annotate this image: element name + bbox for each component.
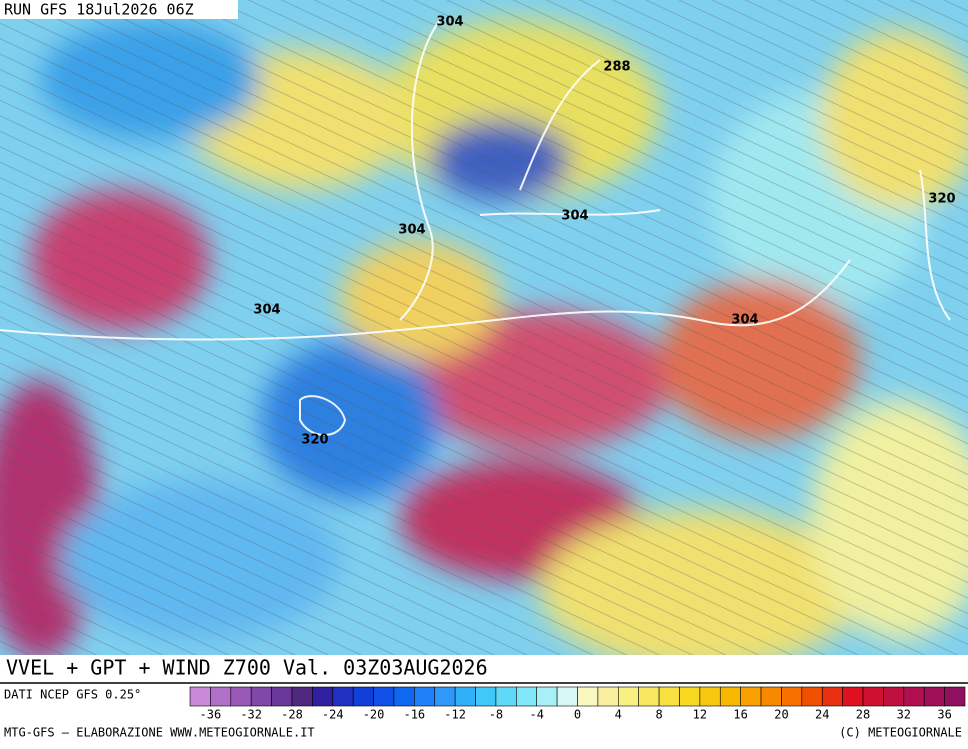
contour-label: 288	[603, 60, 630, 75]
color-swatch	[475, 686, 497, 707]
map-field	[0, 0, 968, 683]
header-box	[0, 0, 238, 19]
colorbar-tick-label: -36	[200, 708, 222, 722]
colorbar-tick-label: -20	[363, 708, 385, 722]
footer-left: MTG-GFS — ELABORAZIONE WWW.METEOGIORNALE…	[4, 726, 315, 740]
contour-labels: 304 288 304 304 320 304 304 320	[253, 15, 955, 448]
colorbar-tick-label: 28	[856, 708, 870, 722]
color-swatch	[312, 686, 334, 707]
color-swatch	[699, 686, 721, 707]
colorbar-tick-label: -8	[489, 708, 503, 722]
contour-label: 304	[436, 15, 463, 30]
color-swatch	[679, 686, 701, 707]
colorbar-tick-label: 12	[693, 708, 707, 722]
color-swatch	[862, 686, 884, 707]
color-swatch	[332, 686, 354, 707]
color-swatch	[740, 686, 762, 707]
colorbar-tick-label: 4	[615, 708, 622, 722]
colorbar-tick-label: -12	[444, 708, 466, 722]
color-swatch	[842, 686, 864, 707]
color-swatch	[230, 686, 252, 707]
color-swatch	[373, 686, 395, 707]
title-box	[0, 655, 968, 683]
colorbar-tick-label: 16	[733, 708, 747, 722]
run-label: RUN GFS 18Jul2026 06Z	[4, 1, 194, 19]
map-title: VVEL + GPT + WIND Z700 Val. 03Z03AUG2026	[6, 656, 488, 680]
color-swatch	[352, 686, 374, 707]
color-swatch	[434, 686, 456, 707]
color-swatch	[577, 686, 599, 707]
color-swatch	[923, 686, 945, 707]
colorbar-tick-label: 8	[655, 708, 662, 722]
color-swatch	[454, 686, 476, 707]
colorbar-tick-label: 32	[897, 708, 911, 722]
colorbar-tick-label: -16	[403, 708, 425, 722]
colorbar-tick-label: 20	[774, 708, 788, 722]
color-swatch	[271, 686, 293, 707]
colorbar-tick-label: 24	[815, 708, 829, 722]
color-swatch	[781, 686, 803, 707]
footer-right: (C) METEOGIORNALE	[839, 726, 962, 740]
colorbar-tick-label: -24	[322, 708, 344, 722]
colorbar-tick-label: -4	[529, 708, 543, 722]
contour-label: 304	[561, 209, 588, 224]
color-swatch	[516, 686, 538, 707]
color-swatch	[597, 686, 619, 707]
color-swatch	[760, 686, 782, 707]
color-swatch	[250, 686, 272, 707]
colorbar-tick-label: 36	[937, 708, 951, 722]
color-swatch	[719, 686, 741, 707]
color-swatch	[189, 686, 211, 707]
contour-label: 304	[398, 223, 425, 238]
color-swatch	[903, 686, 925, 707]
colorbar: -36 -32 -28 -24 -20 -16 -12 -8 -4 0 4 8 12 16 20 24 28 32…	[189, 686, 966, 722]
color-swatch	[536, 686, 558, 707]
color-swatch	[658, 686, 680, 707]
contour-label: 320	[928, 192, 955, 207]
color-swatch	[556, 686, 578, 707]
color-swatch	[495, 686, 517, 707]
color-swatch	[393, 686, 415, 707]
contour-label: 320	[301, 433, 328, 448]
color-swatch	[210, 686, 232, 707]
color-swatch	[638, 686, 660, 707]
contour-label: 304	[731, 313, 758, 328]
source-label: DATI NCEP GFS 0.25°	[4, 688, 141, 702]
color-swatch	[291, 686, 313, 707]
color-swatch	[801, 686, 823, 707]
colorbar-tick-label: -28	[281, 708, 303, 722]
contour-label: 304	[253, 303, 280, 318]
color-swatch	[883, 686, 905, 707]
color-swatch	[617, 686, 639, 707]
color-swatch	[821, 686, 843, 707]
color-swatch	[414, 686, 436, 707]
colorbar-tick-label: -32	[240, 708, 262, 722]
color-swatch	[944, 686, 966, 707]
colorbar-tick-label: 0	[574, 708, 581, 722]
